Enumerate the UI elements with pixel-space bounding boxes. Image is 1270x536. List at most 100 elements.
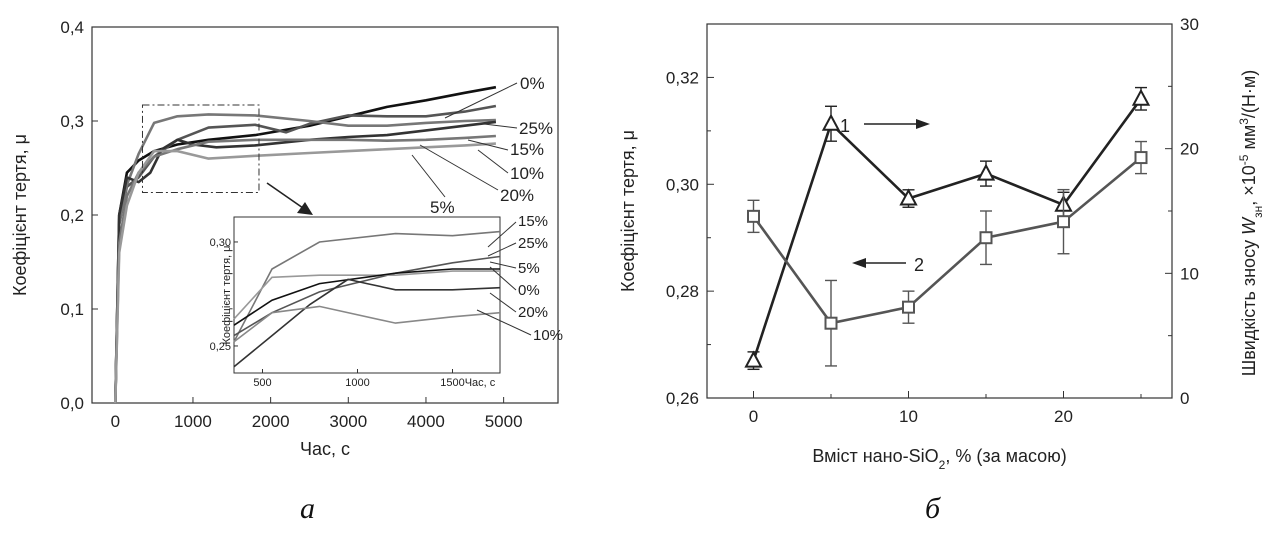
curve-2-arrowhead xyxy=(852,258,866,268)
marker-triangle xyxy=(976,163,996,181)
inset-label-leader xyxy=(487,221,517,248)
series-line xyxy=(114,113,496,404)
inset-frame xyxy=(233,216,501,374)
x-tick-label: 0 xyxy=(111,412,120,431)
label-leader xyxy=(477,149,509,174)
y-tick-label: 0,32 xyxy=(666,68,699,87)
x-tick-label: 20 xyxy=(1054,407,1073,426)
y2-label-wsub: зн xyxy=(1251,206,1265,218)
inset-series-label-15pct: 15% xyxy=(518,213,548,230)
series-1-point xyxy=(1131,86,1151,111)
y-tick-label: 0,28 xyxy=(666,282,699,301)
y2-tick-label: 0 xyxy=(1180,389,1189,408)
y2-label-pre: Швидкість зносу xyxy=(1239,235,1259,376)
y2-tick-label: 30 xyxy=(1180,15,1199,34)
series-1-line xyxy=(752,98,1143,362)
x-tick-label: 10 xyxy=(899,407,918,426)
inset-series-label-25pct: 25% xyxy=(518,235,548,252)
series-line xyxy=(114,142,496,404)
curve-label-1: 1 xyxy=(840,116,850,136)
inset-series-line xyxy=(233,255,501,337)
zoom-arrow xyxy=(266,182,304,209)
x-axis-label: Вміст нано-SiO2, % (за масою) xyxy=(812,446,1066,472)
friction-vs-time-chart: 0 1000 2000 3000 4000 5000 0,0 0,1 0,2 0,3 0,4 Час,… xyxy=(10,18,563,459)
x-tick-label: 4000 xyxy=(407,412,445,431)
inset-y-axis-label: Коефіцієнт тертя, μ xyxy=(221,245,233,344)
y-tick-label: 0,3 xyxy=(60,112,84,131)
x-tick-label: 3000 xyxy=(329,412,367,431)
y2-label-exp1: -5 xyxy=(1237,154,1251,165)
plot-frame xyxy=(706,23,1173,399)
y2-label-exp2: 3 xyxy=(1237,118,1251,125)
marker-square xyxy=(747,209,760,223)
y2-tick-label: 10 xyxy=(1180,264,1199,283)
inset-x-tick-label: 500 xyxy=(253,377,271,389)
y2-tick-label: 20 xyxy=(1180,140,1199,159)
x-tick-label: 5000 xyxy=(485,412,523,431)
series-1-point xyxy=(821,105,841,142)
caption-b: б xyxy=(925,492,941,525)
caption-a: а xyxy=(300,492,315,525)
friction-and-wear-vs-sio2-chart: 0 10 20 0,26 0,28 0,30 0,32 0 10 20 30 Вміст нано-S… xyxy=(618,15,1265,472)
x-tick-label: 0 xyxy=(749,407,758,426)
series-2-point xyxy=(747,199,760,234)
zoom-arrowhead xyxy=(297,202,313,215)
marker-triangle xyxy=(744,350,763,368)
inset-series-label-20pct: 20% xyxy=(518,304,548,321)
series-2-point xyxy=(824,279,838,367)
series-2-line xyxy=(752,156,1142,325)
series-1-point xyxy=(899,188,918,208)
zoom-region xyxy=(141,104,260,193)
y2-label-mid2: мм xyxy=(1239,125,1259,155)
inset-label-leader xyxy=(489,266,517,291)
x-tick-label: 2000 xyxy=(252,412,290,431)
y-axis-label: Коефіцієнт тертя, μ xyxy=(618,130,638,292)
inset-series-line xyxy=(233,270,500,320)
curve-1-arrowhead xyxy=(916,119,930,129)
marker-triangle xyxy=(821,113,841,131)
inset-label-leader xyxy=(489,261,517,269)
marker-triangle xyxy=(899,188,918,206)
series-1-point xyxy=(744,350,763,371)
label-leader xyxy=(411,154,446,198)
marker-square xyxy=(902,300,915,314)
series-label-0pct: 0% xyxy=(520,74,545,93)
series-label-10pct: 10% xyxy=(510,164,544,183)
series-label-25pct: 25% xyxy=(519,119,553,138)
y-tick-label: 0,4 xyxy=(60,18,84,37)
y-tick-label: 0,2 xyxy=(60,206,84,225)
inset-series-label-0pct: 0% xyxy=(518,282,540,299)
marker-square xyxy=(1134,151,1148,165)
curve-label-2: 2 xyxy=(914,255,924,275)
y-axis-label: Коефіцієнт тертя, μ xyxy=(10,134,30,296)
label-leader xyxy=(444,82,518,119)
y-tick-label: 0,0 xyxy=(60,394,84,413)
marker-triangle xyxy=(1131,88,1151,106)
y2-label-mid: , ×10 xyxy=(1239,165,1259,206)
series-label-20pct: 20% xyxy=(500,186,534,205)
series-label-15pct: 15% xyxy=(510,140,544,159)
series-2-point xyxy=(1134,140,1148,175)
series-2-point xyxy=(979,210,993,266)
inset-series-line xyxy=(233,305,501,343)
y2-label-w: W xyxy=(1239,216,1259,235)
x-axis-label-tail: , % (за масою) xyxy=(945,446,1066,466)
series-2-point xyxy=(1057,188,1070,255)
inset-label-leader xyxy=(476,309,532,336)
inset-x-axis-label: Час, с xyxy=(465,377,496,389)
inset-series-line xyxy=(233,278,501,368)
marker-square xyxy=(979,231,993,245)
label-leader xyxy=(467,139,509,151)
inset-series-label-5pct: 5% xyxy=(518,260,540,277)
x-tick-label: 1000 xyxy=(174,412,212,431)
inset-y-tick-label: 0,25 xyxy=(210,341,231,353)
series-line xyxy=(114,85,497,404)
label-leader xyxy=(483,123,518,129)
inset-label-leader xyxy=(489,292,517,313)
x-axis-label-sub: 2 xyxy=(939,458,946,472)
series-line xyxy=(114,134,496,404)
inset-series-line xyxy=(233,268,500,326)
y-tick-label: 0,1 xyxy=(60,300,84,319)
y-tick-label: 0,30 xyxy=(666,175,699,194)
inset-series-label-10pct: 10% xyxy=(533,327,563,344)
